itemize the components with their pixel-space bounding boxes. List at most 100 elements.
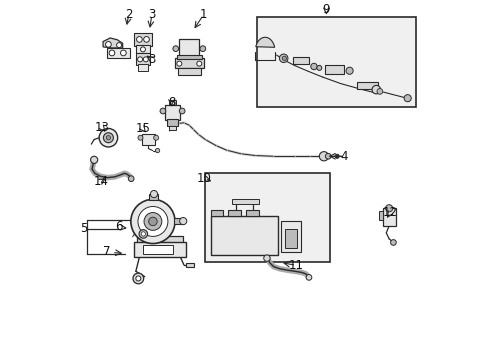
Circle shape: [106, 136, 110, 140]
Circle shape: [346, 67, 352, 74]
Circle shape: [179, 108, 184, 114]
Bar: [142, 134, 154, 145]
Bar: [142, 245, 173, 254]
Text: 8: 8: [167, 96, 175, 109]
Circle shape: [133, 273, 143, 284]
Bar: [149, 194, 158, 200]
Text: 7: 7: [102, 244, 110, 257]
Text: 5: 5: [80, 222, 87, 235]
Bar: [281, 221, 300, 252]
Circle shape: [141, 232, 145, 236]
Bar: [210, 210, 223, 216]
Bar: [177, 55, 202, 59]
Text: 3: 3: [148, 8, 155, 21]
Circle shape: [109, 50, 115, 56]
Bar: [136, 53, 150, 65]
Text: 1: 1: [200, 8, 207, 21]
Circle shape: [148, 217, 157, 226]
Circle shape: [90, 156, 98, 163]
Bar: [256, 17, 415, 107]
Circle shape: [177, 61, 182, 66]
Text: 14: 14: [94, 175, 108, 188]
Bar: [106, 48, 129, 58]
Bar: [169, 100, 176, 105]
Circle shape: [196, 61, 202, 66]
Bar: [137, 237, 183, 243]
Text: 3: 3: [148, 53, 155, 66]
Circle shape: [138, 207, 167, 237]
Bar: [178, 68, 200, 75]
Circle shape: [140, 47, 145, 52]
Bar: [205, 174, 329, 262]
Circle shape: [99, 129, 118, 147]
Polygon shape: [103, 38, 122, 48]
Bar: [179, 39, 199, 56]
Circle shape: [279, 54, 287, 63]
Bar: [246, 210, 258, 216]
Circle shape: [144, 212, 162, 230]
Circle shape: [170, 101, 174, 105]
Circle shape: [282, 56, 286, 60]
Circle shape: [325, 153, 330, 159]
Bar: [134, 242, 185, 257]
Circle shape: [138, 135, 142, 140]
Text: 10: 10: [197, 172, 212, 185]
Circle shape: [173, 46, 178, 51]
Bar: [164, 105, 180, 120]
Circle shape: [390, 240, 395, 245]
Circle shape: [371, 85, 380, 94]
Circle shape: [105, 41, 111, 47]
Text: 6: 6: [115, 220, 122, 233]
Circle shape: [131, 199, 175, 243]
Bar: [167, 119, 178, 126]
Circle shape: [143, 37, 149, 42]
Circle shape: [305, 275, 311, 280]
Bar: [324, 65, 344, 73]
Bar: [356, 82, 377, 89]
Circle shape: [153, 135, 158, 140]
Circle shape: [128, 176, 134, 181]
Bar: [232, 199, 258, 204]
Circle shape: [385, 205, 392, 212]
Circle shape: [319, 152, 328, 161]
Circle shape: [116, 42, 122, 48]
Bar: [174, 218, 183, 224]
Bar: [134, 33, 152, 46]
Circle shape: [200, 46, 205, 51]
Circle shape: [179, 217, 186, 225]
Circle shape: [403, 95, 410, 102]
Circle shape: [143, 57, 148, 62]
Circle shape: [160, 108, 165, 114]
Bar: [169, 126, 176, 130]
Bar: [175, 58, 203, 68]
Circle shape: [139, 230, 147, 238]
Text: 9: 9: [322, 3, 329, 16]
Circle shape: [334, 154, 339, 158]
Bar: [284, 229, 297, 248]
Bar: [137, 64, 148, 71]
Circle shape: [316, 66, 321, 71]
Circle shape: [120, 50, 126, 56]
Text: 15: 15: [135, 122, 150, 135]
Text: 12: 12: [382, 206, 397, 219]
Text: 2: 2: [125, 8, 132, 21]
Circle shape: [103, 133, 113, 143]
Circle shape: [136, 276, 141, 281]
Bar: [378, 211, 383, 220]
Bar: [210, 216, 278, 255]
Polygon shape: [255, 37, 274, 47]
Bar: [382, 208, 395, 226]
Bar: [136, 45, 150, 53]
Text: 4: 4: [340, 150, 347, 163]
Circle shape: [376, 89, 382, 94]
Text: 11: 11: [288, 259, 303, 272]
Circle shape: [137, 57, 142, 62]
Bar: [228, 210, 241, 216]
Bar: [292, 57, 308, 64]
Circle shape: [263, 255, 269, 261]
Circle shape: [155, 148, 160, 153]
Circle shape: [136, 37, 142, 42]
Bar: [185, 263, 193, 267]
Text: 13: 13: [94, 121, 109, 134]
Circle shape: [310, 63, 317, 70]
